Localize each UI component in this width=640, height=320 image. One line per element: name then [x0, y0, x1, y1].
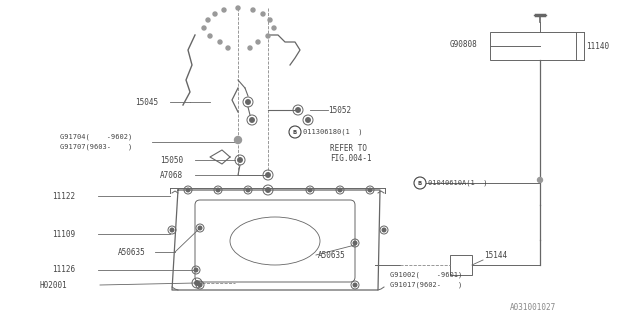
Circle shape — [256, 40, 260, 44]
Circle shape — [186, 188, 190, 192]
Circle shape — [208, 34, 212, 38]
Text: H02001: H02001 — [40, 281, 68, 290]
Circle shape — [250, 118, 254, 122]
Circle shape — [266, 188, 270, 192]
Text: 15052: 15052 — [328, 106, 351, 115]
Text: 01040610A(1  ): 01040610A(1 ) — [428, 180, 488, 186]
Circle shape — [195, 281, 199, 285]
Circle shape — [353, 283, 357, 287]
Text: REFER TO: REFER TO — [330, 143, 367, 153]
Text: 15144: 15144 — [484, 251, 507, 260]
Circle shape — [261, 12, 265, 16]
Text: 11140: 11140 — [586, 42, 609, 51]
Circle shape — [306, 118, 310, 122]
Circle shape — [170, 228, 174, 232]
Circle shape — [338, 188, 342, 192]
Circle shape — [216, 188, 220, 192]
Circle shape — [538, 178, 543, 182]
Bar — [490, 32, 576, 60]
Text: A031001027: A031001027 — [510, 303, 556, 313]
Text: G91017(9602-    ): G91017(9602- ) — [390, 282, 462, 288]
Circle shape — [218, 40, 222, 44]
Text: A7068: A7068 — [160, 171, 183, 180]
Circle shape — [226, 46, 230, 50]
Circle shape — [198, 283, 202, 287]
Circle shape — [206, 18, 210, 22]
Bar — [450, 255, 472, 275]
Text: FIG.004-1: FIG.004-1 — [330, 154, 372, 163]
Circle shape — [308, 188, 312, 192]
Circle shape — [194, 268, 198, 272]
Circle shape — [236, 6, 240, 10]
Text: 011306180(1  ): 011306180(1 ) — [303, 129, 362, 135]
Circle shape — [248, 46, 252, 50]
Circle shape — [382, 228, 386, 232]
Text: A50635: A50635 — [318, 251, 346, 260]
Circle shape — [266, 173, 270, 177]
Text: 11122: 11122 — [52, 191, 75, 201]
Circle shape — [246, 188, 250, 192]
Circle shape — [234, 137, 241, 143]
Circle shape — [368, 188, 372, 192]
Text: B: B — [418, 180, 422, 186]
Circle shape — [213, 12, 217, 16]
Circle shape — [296, 108, 300, 112]
Text: G90808: G90808 — [450, 39, 477, 49]
Text: B: B — [293, 130, 297, 134]
Text: G91707(9603-    ): G91707(9603- ) — [60, 144, 132, 150]
Circle shape — [251, 8, 255, 12]
Text: A50635: A50635 — [118, 247, 146, 257]
Circle shape — [246, 100, 250, 104]
Text: 15045: 15045 — [135, 98, 158, 107]
Text: 15050: 15050 — [160, 156, 183, 164]
Text: G91704(    -9602): G91704( -9602) — [60, 134, 132, 140]
Circle shape — [266, 34, 270, 38]
Circle shape — [268, 18, 272, 22]
Text: 11109: 11109 — [52, 229, 75, 238]
Circle shape — [202, 26, 206, 30]
Circle shape — [198, 226, 202, 230]
Circle shape — [237, 158, 243, 162]
Circle shape — [272, 26, 276, 30]
Circle shape — [353, 241, 357, 245]
Circle shape — [222, 8, 226, 12]
Text: G91002(    -9601): G91002( -9601) — [390, 272, 462, 278]
Text: 11126: 11126 — [52, 266, 75, 275]
